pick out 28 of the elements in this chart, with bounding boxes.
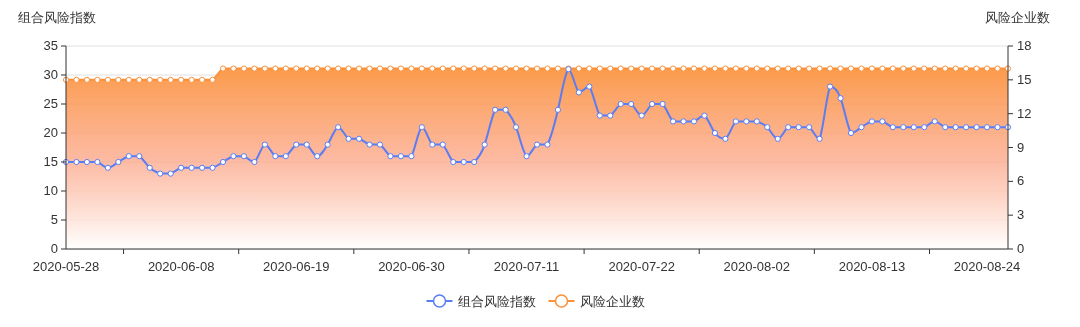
y-tick-label: 0 bbox=[50, 241, 58, 256]
y2-tick-label: 6 bbox=[1017, 173, 1025, 189]
x-tick-label: 2020-08-13 bbox=[838, 259, 906, 274]
x-tick-label: 2020-08-24 bbox=[953, 259, 1021, 274]
y2-tick-label: 12 bbox=[1017, 105, 1032, 121]
x-tick-label: 2020-05-28 bbox=[32, 259, 100, 274]
x-tick-label: 2020-06-08 bbox=[147, 259, 215, 274]
y2-tick-label: 18 bbox=[1017, 38, 1032, 53]
y2-tick-label: 9 bbox=[1017, 139, 1025, 155]
y2-tick-label: 15 bbox=[1017, 71, 1032, 87]
y2-tick-label: 0 bbox=[1017, 241, 1025, 256]
y2-axis-title: 风险企业数 bbox=[985, 10, 1050, 25]
y2-tick-label: 3 bbox=[1017, 207, 1025, 223]
x-tick-label: 2020-06-19 bbox=[263, 259, 330, 274]
x-tick-label: 2020-06-30 bbox=[378, 259, 445, 274]
x-tick-label: 2020-08-02 bbox=[723, 259, 791, 274]
y-tick-label: 20 bbox=[43, 125, 58, 140]
legend-label: 组合风险指数 bbox=[457, 294, 536, 309]
y-tick-label: 30 bbox=[43, 67, 58, 82]
x-tick-label: 2020-07-11 bbox=[493, 259, 560, 274]
y-axis-title: 组合风险指数 bbox=[18, 10, 96, 25]
y-tick-label: 35 bbox=[43, 38, 58, 53]
y-tick-label: 10 bbox=[43, 183, 58, 198]
legend-label: 风险企业数 bbox=[579, 294, 645, 309]
y-tick-label: 25 bbox=[43, 96, 58, 111]
y-tick-label: 15 bbox=[43, 154, 58, 169]
y-tick-label: 5 bbox=[50, 212, 58, 227]
x-tick-label: 2020-07-22 bbox=[608, 259, 675, 274]
